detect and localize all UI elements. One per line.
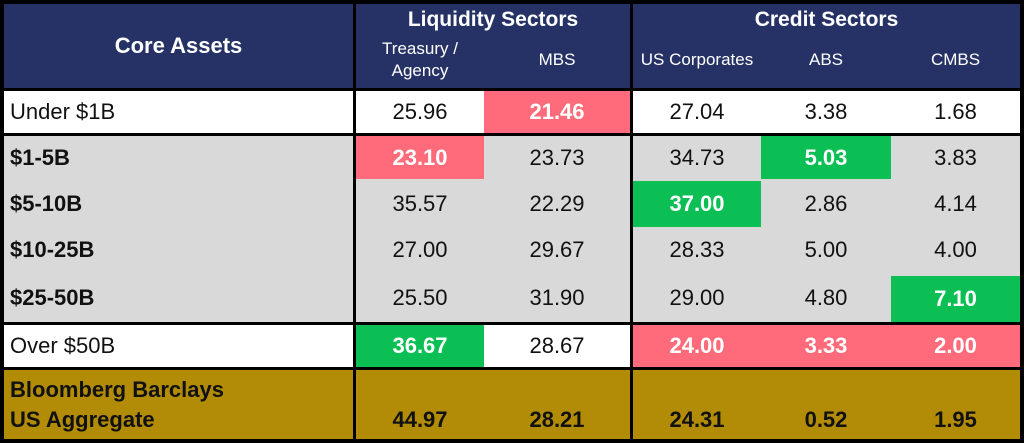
row-label-1-5b: $1-5B <box>4 136 353 179</box>
benchmark-cell: 1.95 <box>891 370 1020 439</box>
benchmark-cell: 44.97 <box>356 370 484 439</box>
table-cell-high-highlight: 7.10 <box>891 276 1020 322</box>
row-label-25-50b: $25-50B <box>4 273 353 322</box>
row-label-over-50b: Over $50B <box>4 325 353 367</box>
table-cell: 4.00 <box>891 227 1020 273</box>
table-cell: 35.57 <box>356 181 484 227</box>
core-assets-header: Core Assets <box>4 4 353 88</box>
table-cell: 4.80 <box>761 273 891 322</box>
benchmark-label: Bloomberg Barclays US Aggregate <box>4 370 353 439</box>
table-cell-low-highlight: 21.46 <box>484 91 630 133</box>
table-cell: 29.00 <box>633 273 761 322</box>
table-cell: 3.83 <box>891 136 1020 179</box>
table-cell: 3.38 <box>761 91 891 133</box>
row-label-under-1b: Under $1B <box>4 91 353 133</box>
benchmark-cell: 24.31 <box>633 370 761 439</box>
column-header-cmbs: CMBS <box>891 32 1020 88</box>
table-cell: 23.73 <box>484 136 630 179</box>
table-cell-low-highlight: 3.33 <box>761 325 891 367</box>
table-cell: 1.68 <box>891 91 1020 133</box>
column-header-mbs: MBS <box>484 32 630 88</box>
table-cell: 27.00 <box>356 227 484 273</box>
table-cell: 25.96 <box>356 91 484 133</box>
table-cell: 5.00 <box>761 227 891 273</box>
liquidity-sectors-header: Liquidity Sectors <box>356 4 630 32</box>
table-cell: 27.04 <box>633 91 761 133</box>
benchmark-cell: 28.21 <box>484 370 630 439</box>
table-cell: 22.29 <box>484 181 630 227</box>
table-cell: 28.67 <box>484 325 630 367</box>
table-cell: 34.73 <box>633 136 761 179</box>
table-cell: 29.67 <box>484 227 630 273</box>
table-cell: 2.86 <box>761 181 891 227</box>
credit-sectors-header: Credit Sectors <box>633 4 1020 32</box>
column-header-treasury-agency: Treasury / Agency <box>356 32 484 88</box>
table-cell-low-highlight: 2.00 <box>891 325 1020 367</box>
table-cell: 4.14 <box>891 181 1020 227</box>
column-header-abs: ABS <box>761 32 891 88</box>
table-cell-high-highlight: 37.00 <box>633 181 761 227</box>
column-header-us-corporates: US Corporates <box>633 32 761 88</box>
table-cell: 28.33 <box>633 227 761 273</box>
table-cell-high-highlight: 5.03 <box>761 136 891 179</box>
row-label-5-10b: $5-10B <box>4 181 353 227</box>
table-cell-high-highlight: 36.67 <box>356 325 484 367</box>
benchmark-cell: 0.52 <box>761 370 891 439</box>
table-cell: 25.50 <box>356 273 484 322</box>
table-cell-low-highlight: 23.10 <box>356 136 484 179</box>
table-cell-low-highlight: 24.00 <box>633 325 761 367</box>
table-cell: 31.90 <box>484 273 630 322</box>
row-label-10-25b: $10-25B <box>4 227 353 273</box>
